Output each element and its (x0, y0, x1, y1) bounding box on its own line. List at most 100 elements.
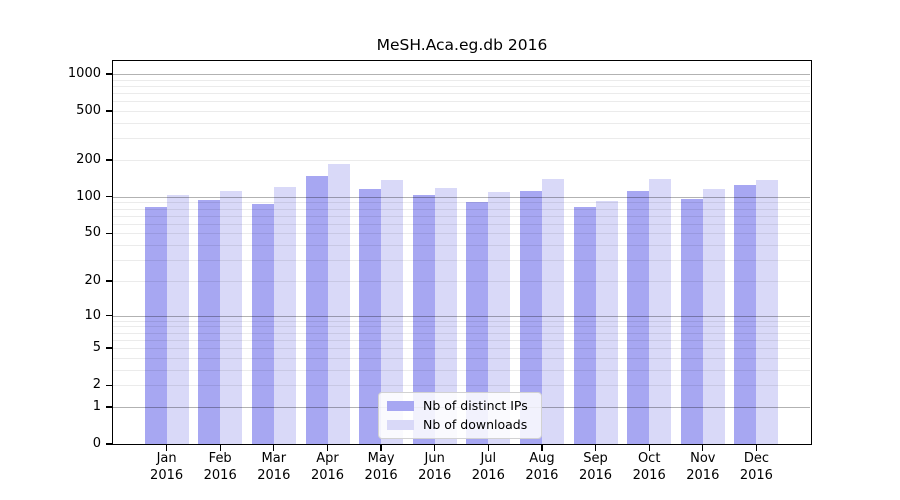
x-tick-label-nov: Nov 2016 (686, 451, 720, 483)
bar-nb-of-distinct-ips-nov (680, 198, 703, 444)
legend-label-downloads: Nb of downloads (423, 417, 528, 432)
x-tick-label-aug: Aug 2016 (525, 451, 559, 483)
bar-nb-of-downloads-apr (327, 164, 350, 444)
y-tick-mark-1 (106, 406, 113, 408)
y-tick-mark-1000 (106, 73, 113, 75)
y-tick-label-50: 50 (84, 225, 101, 241)
bar-nb-of-distinct-ips-oct (627, 190, 650, 444)
x-tick-label-jun: Jun 2016 (418, 451, 452, 483)
x-tick-label-jan: Jan 2016 (150, 451, 184, 483)
bar-nb-of-downloads-jul (488, 191, 511, 444)
x-tick-mark-jul (487, 444, 489, 451)
gridline-7 (113, 332, 810, 334)
y-tick-mark-50 (106, 232, 113, 235)
bar-nb-of-downloads-dec (756, 180, 779, 444)
gridline-4 (113, 357, 810, 359)
x-tick-mark-dec (755, 444, 758, 451)
y-tick-label-2: 2 (92, 377, 101, 393)
y-tick-mark-500 (106, 110, 113, 112)
y-tick-label-1000: 1000 (67, 66, 101, 81)
gridline-6 (113, 339, 810, 341)
y-tick-mark-0 (106, 443, 113, 445)
x-tick-mark-oct (648, 444, 650, 451)
bar-nb-of-distinct-ips-dec (734, 184, 757, 444)
gridline-3 (113, 369, 810, 371)
gridline-70 (113, 215, 810, 217)
bar-nb-of-downloads-jun (434, 187, 457, 444)
gridline-50 (113, 233, 810, 235)
gridline-100 (113, 196, 810, 198)
bar-nb-of-distinct-ips-jul (466, 201, 489, 444)
bar-nb-of-downloads-may (381, 180, 404, 444)
x-tick-mark-aug (541, 444, 543, 451)
gridline-9 (113, 320, 810, 322)
gridline-300 (113, 138, 810, 140)
gridline-700 (113, 93, 810, 95)
y-tick-mark-2 (106, 384, 113, 386)
gridline-10 (113, 315, 810, 317)
bar-nb-of-downloads-mar (273, 187, 296, 444)
legend-entry-downloads: Nb of downloads (387, 418, 532, 432)
bar-nb-of-downloads-feb (220, 190, 243, 444)
y-tick-mark-100 (106, 196, 113, 198)
y-tick-mark-200 (106, 159, 113, 161)
bar-nb-of-distinct-ips-sep (573, 207, 596, 444)
bar-nb-of-downloads-sep (595, 200, 618, 444)
gridline-2 (113, 385, 810, 387)
x-tick-mark-may (380, 444, 382, 451)
gridline-800 (113, 85, 810, 87)
gridline-90 (113, 202, 810, 204)
chart-title: MeSH.Aca.eg.db 2016 (376, 36, 548, 54)
legend: Nb of distinct IPs Nb of downloads (378, 392, 542, 439)
gridline-30 (113, 260, 810, 262)
y-tick-mark-10 (106, 314, 113, 317)
x-tick-mark-nov (702, 444, 704, 451)
bar-nb-of-distinct-ips-jan (144, 206, 167, 444)
legend-label-distinct-ips: Nb of distinct IPs (423, 398, 528, 413)
x-tick-label-apr: Apr 2016 (310, 451, 345, 483)
gridline-900 (113, 79, 810, 81)
bar-nb-of-downloads-aug (541, 179, 564, 444)
x-tick-label-dec: Dec 2016 (739, 451, 773, 483)
gridline-5 (113, 348, 810, 349)
y-tick-label-0: 0 (92, 436, 101, 451)
gridline-400 (113, 123, 810, 124)
x-tick-label-feb: Feb 2016 (203, 451, 237, 483)
y-tick-label-500: 500 (76, 103, 101, 119)
gridline-40 (113, 245, 810, 247)
gridline-80 (113, 208, 810, 210)
y-tick-mark-5 (106, 347, 113, 349)
y-tick-mark-20 (106, 280, 113, 282)
bar-nb-of-distinct-ips-may (359, 189, 382, 444)
y-tick-label-10: 10 (84, 307, 101, 323)
gridline-200 (113, 160, 810, 161)
x-tick-label-sep: Sep 2016 (578, 451, 613, 483)
x-tick-label-oct: Oct 2016 (632, 451, 666, 483)
x-tick-mark-mar (273, 444, 275, 451)
gridline-8 (113, 326, 810, 328)
x-tick-label-mar: Mar 2016 (257, 451, 291, 483)
x-tick-mark-feb (219, 444, 221, 451)
bar-nb-of-downloads-oct (649, 179, 672, 444)
bar-nb-of-distinct-ips-jun (412, 195, 435, 444)
gridline-1000 (113, 74, 810, 75)
gridline-20 (113, 280, 810, 282)
y-tick-label-1: 1 (92, 398, 101, 414)
x-tick-label-jul: Jul 2016 (471, 451, 505, 483)
y-tick-label-5: 5 (92, 340, 101, 355)
legend-swatch-downloads (387, 420, 414, 430)
x-tick-label-may: May 2016 (364, 451, 398, 483)
bar-nb-of-distinct-ips-aug (519, 190, 542, 444)
y-tick-label-100: 100 (76, 188, 101, 204)
gridline-60 (113, 223, 810, 225)
bar-nb-of-distinct-ips-mar (251, 204, 274, 444)
bar-nb-of-downloads-nov (702, 188, 725, 444)
legend-swatch-distinct-ips (387, 401, 414, 411)
bar-nb-of-distinct-ips-feb (198, 200, 221, 444)
bar-nb-of-distinct-ips-apr (305, 175, 328, 444)
bar-nb-of-downloads-jan (166, 194, 189, 444)
x-tick-mark-jun (434, 444, 436, 451)
legend-entry-distinct-ips: Nb of distinct IPs (387, 399, 532, 413)
gridline-500 (113, 111, 810, 113)
